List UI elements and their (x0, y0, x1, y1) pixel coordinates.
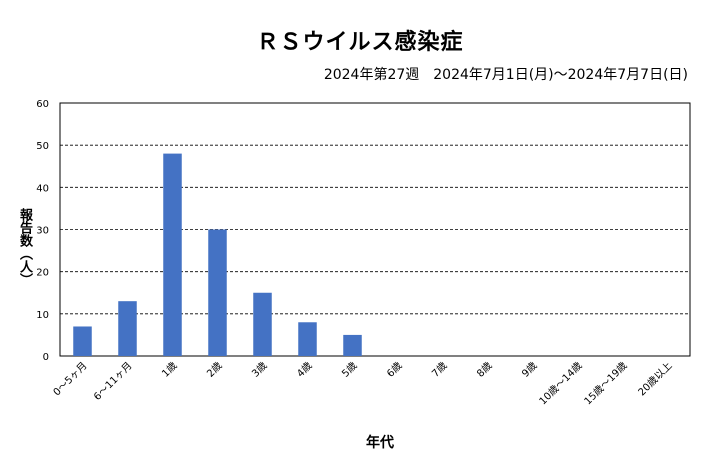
x-tick-label: 7歳 (430, 360, 450, 380)
bars (73, 153, 362, 356)
y-tick-labels: 0 10 20 30 40 50 60 (36, 99, 49, 363)
x-tick-label: 15歳～19歳 (582, 360, 630, 408)
bar (163, 153, 182, 356)
y-tick-label: 50 (36, 141, 49, 152)
y-tick-label: 30 (36, 226, 49, 237)
x-tick-label: 1歳 (160, 360, 180, 380)
x-axis-label: 年代 (366, 435, 394, 451)
x-tick-label: 5歳 (340, 360, 360, 380)
x-tick-label: 10歳～14歳 (537, 360, 585, 408)
y-tick-label: 10 (36, 310, 49, 321)
y-tick-label: 60 (36, 99, 49, 110)
bar (298, 322, 317, 356)
x-tick-label: 4歳 (295, 360, 315, 380)
x-tick-label: 6～11ヶ月 (91, 360, 134, 403)
y-tick-label: 20 (36, 268, 49, 279)
bar (343, 334, 362, 356)
chart-subtitle: 2024年第27週 2024年7月1日(月)～2024年7月7日(日) (323, 67, 688, 83)
bar (253, 292, 272, 356)
x-tick-label: 0～5ヶ月 (51, 360, 90, 399)
x-tick-label: 2歳 (205, 360, 225, 380)
bar (73, 326, 92, 356)
y-tick-label: 0 (43, 352, 49, 363)
bar (208, 229, 227, 356)
x-tick-label: 9歳 (520, 360, 540, 380)
chart-title: ＲＳウイルス感染症 (256, 30, 464, 55)
x-tick-label: 6歳 (385, 360, 405, 380)
x-tick-label: 20歳以上 (636, 360, 675, 399)
x-tick-labels: 0～5ヶ月 6～11ヶ月 1歳 2歳 3歳 4歳 5歳 6歳 7歳 8歳 9歳10歳～14歳15歳～… (51, 360, 675, 408)
y-axis-label: 報告数（人） (17, 208, 32, 286)
y-tick-label: 40 (36, 183, 49, 194)
x-tick-label: 8歳 (475, 360, 495, 380)
x-tick-label: 3歳 (250, 360, 270, 380)
bar (118, 301, 137, 356)
